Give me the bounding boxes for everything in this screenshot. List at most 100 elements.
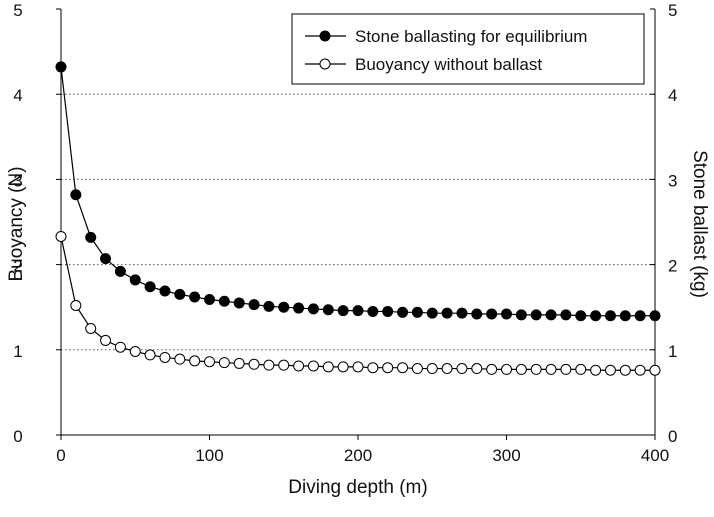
series-1-point bbox=[501, 308, 512, 320]
series-1-point bbox=[322, 304, 334, 316]
series-2-point bbox=[575, 363, 587, 375]
series-2-point bbox=[55, 230, 67, 242]
y-tick-label: 3 bbox=[13, 171, 22, 190]
series-2-point bbox=[471, 363, 483, 375]
y2-tick-label: 5 bbox=[668, 1, 677, 20]
series-1-point bbox=[397, 306, 409, 318]
series-1-point bbox=[55, 61, 67, 73]
series-2-point bbox=[114, 341, 126, 353]
series-2-point bbox=[70, 299, 82, 311]
y-tick-label: 5 bbox=[13, 1, 22, 20]
axes bbox=[56, 8, 656, 440]
x-tick-label: 300 bbox=[492, 446, 520, 465]
series-1-point bbox=[649, 310, 661, 322]
series-2-point bbox=[456, 363, 468, 375]
series-2-point bbox=[590, 364, 602, 376]
legend-marker-filled bbox=[319, 30, 331, 42]
x-tick-label: 100 bbox=[195, 446, 223, 465]
x-axis-title: Diving depth (m) bbox=[288, 477, 427, 498]
series-2-point bbox=[441, 363, 453, 375]
y2-tick-label: 4 bbox=[668, 86, 677, 105]
series-2-point bbox=[337, 361, 349, 373]
y-tick-label: 0 bbox=[13, 427, 22, 446]
series-2-point bbox=[367, 362, 379, 374]
series-1-point bbox=[411, 306, 423, 318]
series-1-point bbox=[159, 285, 171, 297]
series-2-point bbox=[634, 364, 646, 376]
series-2-point bbox=[619, 364, 631, 376]
series-2-point bbox=[159, 351, 171, 363]
series-2-point bbox=[530, 363, 542, 375]
series-2-point bbox=[352, 361, 364, 373]
x-tick-label: 200 bbox=[344, 446, 372, 465]
series-1-point bbox=[575, 310, 587, 322]
series-2-point bbox=[649, 364, 661, 376]
series-1-point bbox=[144, 281, 156, 293]
y2-tick-label: 0 bbox=[668, 427, 677, 446]
series-1-point bbox=[545, 309, 557, 321]
series-2-point bbox=[263, 359, 275, 371]
legend-box bbox=[291, 13, 645, 85]
series-line-1 bbox=[60, 66, 655, 317]
series-1-point bbox=[248, 299, 260, 311]
series-2-point bbox=[397, 362, 409, 374]
series-1-point bbox=[307, 303, 319, 315]
series-1-point bbox=[471, 308, 483, 320]
series-1-point bbox=[619, 310, 631, 322]
y2-axis-title: Stone ballast (kg) bbox=[689, 150, 710, 298]
series-2-point bbox=[204, 356, 215, 368]
series-2-point bbox=[129, 346, 141, 358]
series-1-point bbox=[604, 310, 616, 322]
series-1-point bbox=[218, 295, 230, 307]
series-1-point bbox=[204, 294, 215, 306]
series-2-point bbox=[278, 359, 290, 371]
x-tick-label: 0 bbox=[56, 446, 65, 465]
series-1-point bbox=[114, 265, 126, 277]
y2-tick-label: 1 bbox=[668, 342, 677, 361]
series-2-point bbox=[426, 363, 438, 375]
series-1-point bbox=[456, 307, 468, 319]
series-1-point bbox=[634, 310, 646, 322]
series-2-point bbox=[545, 363, 557, 375]
y2-tick-label: 2 bbox=[668, 257, 677, 276]
series-1-point bbox=[352, 305, 364, 317]
series-2-point bbox=[174, 353, 186, 365]
legend-label-1: Stone ballasting for equilibrium bbox=[355, 27, 587, 46]
legend: Stone ballasting for equilibrium Buoyanc… bbox=[291, 13, 645, 85]
series-1-point bbox=[515, 309, 527, 321]
legend-marker-open bbox=[319, 58, 331, 70]
series-1-point bbox=[85, 231, 97, 243]
series-1-point bbox=[263, 300, 275, 312]
series-1-point bbox=[560, 309, 572, 321]
series-1-point bbox=[129, 274, 141, 286]
series-2-point bbox=[486, 363, 498, 375]
series-2-point bbox=[248, 358, 260, 370]
y2-tick-label: 3 bbox=[668, 171, 677, 190]
series-2-point bbox=[560, 363, 572, 375]
x-tick-label: 400 bbox=[641, 446, 669, 465]
series-2-point bbox=[189, 355, 201, 367]
series-1-point bbox=[367, 305, 379, 317]
series-1-point bbox=[100, 253, 112, 265]
series-2-point bbox=[100, 334, 112, 346]
series-1-point bbox=[293, 302, 305, 314]
series-2-point bbox=[307, 360, 319, 372]
series-1-point bbox=[441, 307, 453, 319]
series-1-point bbox=[70, 189, 82, 201]
series-1-point bbox=[278, 301, 290, 313]
series-1-point bbox=[486, 308, 498, 320]
series-2-point bbox=[501, 363, 512, 375]
series-2-point bbox=[218, 357, 230, 369]
series-1-point bbox=[337, 305, 349, 317]
gridlines bbox=[61, 93, 655, 351]
series-2-point bbox=[411, 363, 423, 375]
series-1-point bbox=[189, 291, 201, 303]
series-2-point bbox=[144, 349, 156, 361]
series-2-point bbox=[85, 323, 97, 334]
y-tick-label: 4 bbox=[13, 86, 22, 105]
series-2-point bbox=[604, 364, 616, 376]
series-2-point bbox=[233, 357, 245, 369]
series-2-point bbox=[515, 363, 527, 375]
